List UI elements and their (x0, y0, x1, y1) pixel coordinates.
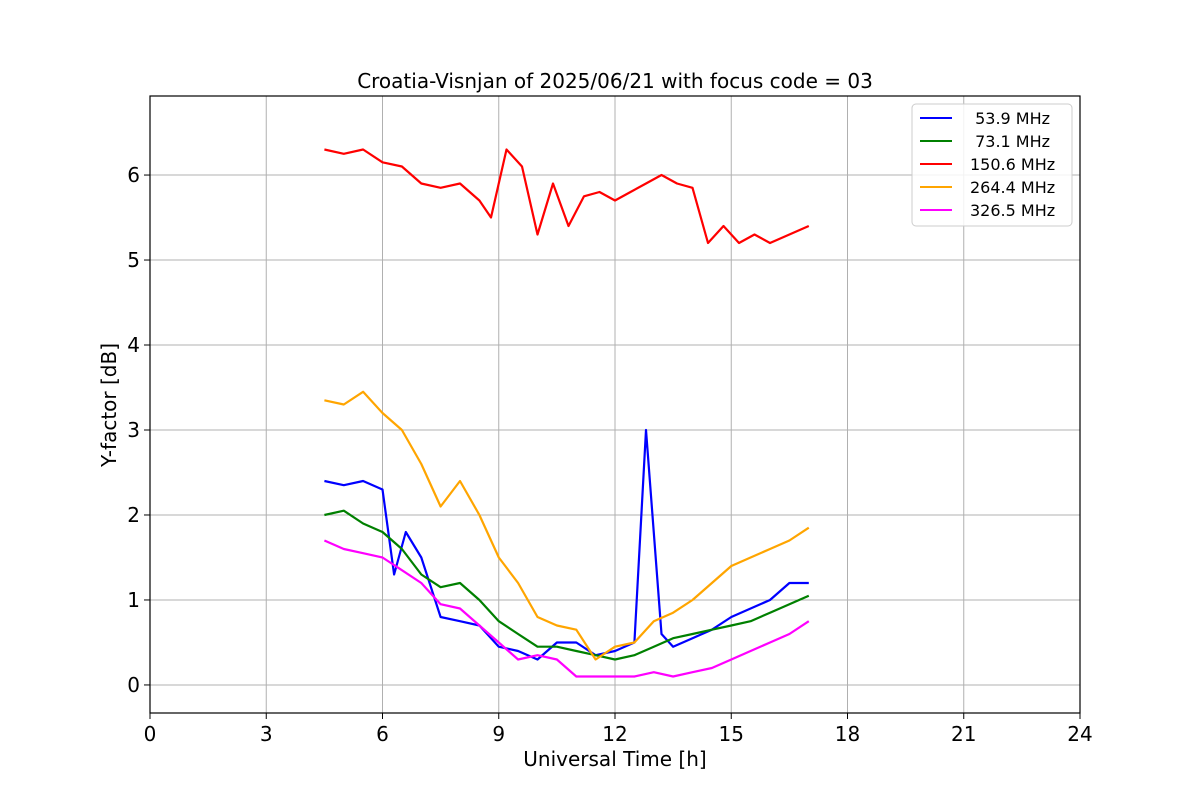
legend: 53.9 MHz 73.1 MHz 150.6 MHz 264.4 MHz 326.5… (911, 103, 1073, 227)
y-tick-label: 2 (127, 503, 140, 527)
series-line-0 (324, 428, 809, 661)
x-tick-label: 6 (376, 722, 389, 746)
y-tick-label: 3 (127, 418, 140, 442)
chart-title: Croatia-Visnjan of 2025/06/21 with focus… (357, 69, 873, 93)
legend-label: 73.1 MHz (970, 132, 1050, 151)
series-line-3 (324, 390, 810, 661)
legend-label: 150.6 MHz (970, 155, 1055, 174)
legend-label: 264.4 MHz (970, 178, 1055, 197)
series-line-1 (324, 509, 810, 661)
series-line-4 (323, 539, 810, 678)
x-tick-label: 0 (144, 722, 157, 746)
x-tick-label: 24 (1067, 722, 1092, 746)
series-line-2 (324, 148, 810, 245)
series-lines (323, 148, 810, 678)
y-tick-label: 5 (127, 248, 140, 272)
legend-label: 326.5 MHz (970, 201, 1055, 220)
x-tick-label: 15 (719, 722, 744, 746)
y-axis-label: Y-factor [dB] (97, 343, 121, 468)
legend-label: 53.9 MHz (970, 109, 1050, 128)
x-tick-label: 12 (602, 722, 627, 746)
x-tick-label: 9 (492, 722, 505, 746)
x-tick-label: 18 (835, 722, 860, 746)
y-tick-label: 0 (127, 673, 140, 697)
y-tick-label: 1 (127, 588, 140, 612)
x-tick-label: 21 (951, 722, 976, 746)
x-tick-label: 3 (260, 722, 273, 746)
x-axis-label: Universal Time [h] (523, 747, 706, 771)
legend-box (911, 103, 1073, 227)
y-tick-label: 4 (127, 333, 140, 357)
y-tick-label: 6 (127, 163, 140, 187)
